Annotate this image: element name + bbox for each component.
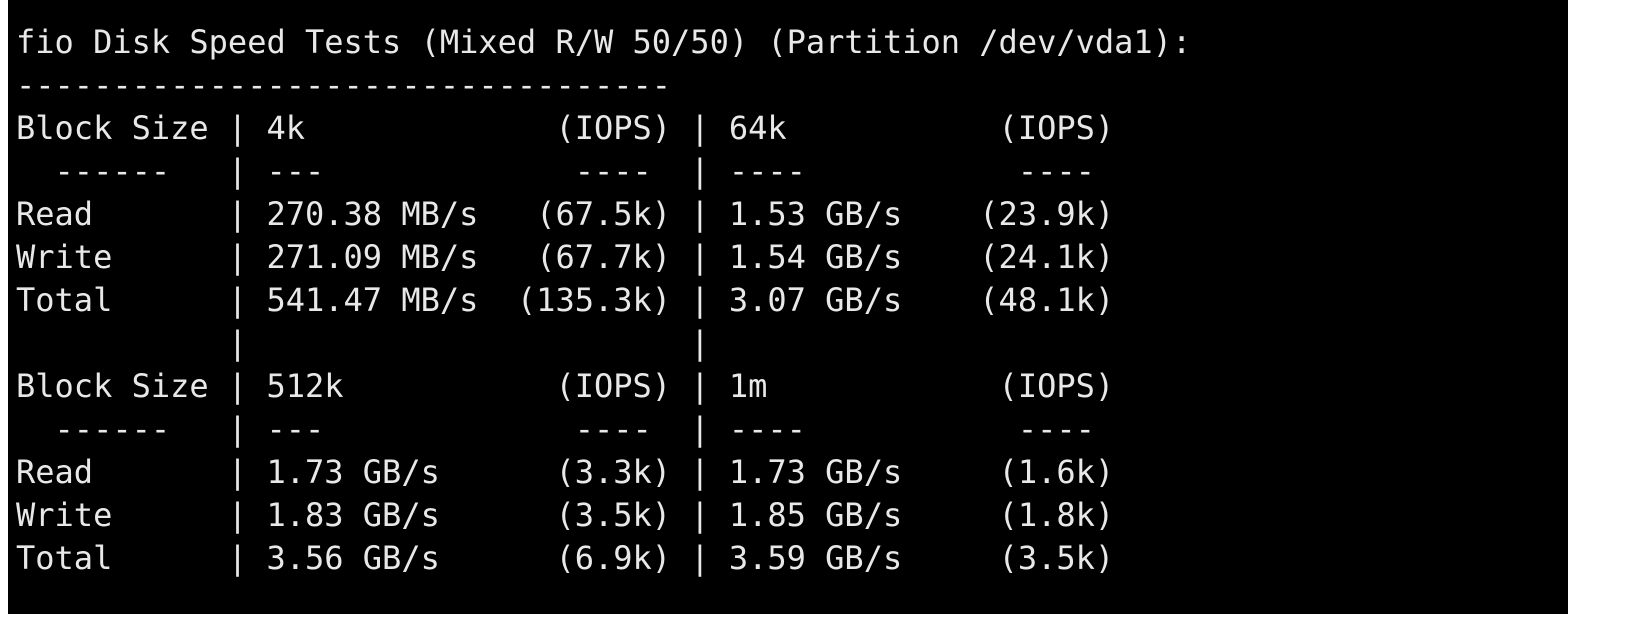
header-block-size: 4k: [266, 109, 305, 147]
column-separator: |: [690, 453, 710, 491]
column-separator: |: [690, 109, 710, 147]
iops: (23.9k): [979, 195, 1115, 233]
row-label: Write: [16, 496, 113, 534]
rule: ----------------------------------: [16, 66, 672, 104]
speed: 3.59 GB/s: [728, 539, 903, 577]
header-block-size: 64k: [728, 109, 787, 147]
divider: ----: [1017, 152, 1095, 190]
divider: ----: [574, 152, 652, 190]
column-separator: |: [690, 410, 710, 448]
column-separator: |: [227, 281, 248, 319]
speed: 1.83 GB/s: [266, 496, 440, 534]
header-block-size: 1m: [728, 367, 768, 405]
column-separator: |: [227, 238, 248, 276]
column-separator: |: [227, 324, 248, 362]
column-separator: |: [227, 152, 248, 190]
speed: 3.07 GB/s: [728, 281, 903, 319]
divider: ------: [54, 410, 171, 448]
speed: 1.53 GB/s: [728, 195, 903, 233]
speed: 271.09 MB/s: [266, 238, 479, 276]
speed: 1.54 GB/s: [728, 238, 903, 276]
column-separator: |: [227, 410, 248, 448]
header-iops: (IOPS): [555, 367, 672, 405]
row-label: Read: [16, 195, 94, 233]
column-separator: |: [227, 195, 248, 233]
column-separator: |: [690, 496, 710, 534]
header-label: Block Size: [16, 367, 209, 405]
iops: (1.8k): [998, 496, 1115, 534]
divider: ----: [728, 152, 806, 190]
column-separator: |: [690, 152, 710, 190]
iops: (48.1k): [979, 281, 1115, 319]
column-separator: |: [227, 367, 248, 405]
header-iops: (IOPS): [555, 109, 672, 147]
speed: 3.56 GB/s: [266, 539, 440, 577]
iops: (135.3k): [516, 281, 672, 319]
iops: (6.9k): [555, 539, 672, 577]
column-separator: |: [690, 281, 710, 319]
column-separator: |: [690, 238, 710, 276]
row-label: Total: [16, 539, 113, 577]
divider: ----: [574, 410, 652, 448]
divider: ----: [1017, 410, 1095, 448]
column-separator: |: [690, 539, 710, 577]
column-separator: |: [227, 496, 248, 534]
column-separator: |: [227, 539, 248, 577]
iops: (3.5k): [998, 539, 1115, 577]
header-iops: (IOPS): [998, 109, 1115, 147]
header-label: Block Size: [16, 109, 209, 147]
iops: (24.1k): [979, 238, 1115, 276]
column-separator: |: [690, 367, 710, 405]
terminal: fio Disk Speed Tests (Mixed R/W 50/50) (…: [8, 0, 1568, 614]
iops: (67.7k): [536, 238, 672, 276]
row-label: Read: [16, 453, 94, 491]
speed: 1.73 GB/s: [728, 453, 903, 491]
header-block-size: 512k: [266, 367, 344, 405]
column-separator: |: [690, 324, 710, 362]
row-label: Total: [16, 281, 113, 319]
header-iops: (IOPS): [998, 367, 1115, 405]
column-separator: |: [690, 195, 710, 233]
speed: 541.47 MB/s: [266, 281, 479, 319]
iops: (67.5k): [536, 195, 672, 233]
divider: ---: [266, 410, 325, 448]
divider: ------: [54, 152, 171, 190]
speed: 1.85 GB/s: [728, 496, 903, 534]
title: fio Disk Speed Tests (Mixed R/W 50/50) (…: [16, 23, 1192, 61]
column-separator: |: [227, 109, 248, 147]
column-separator: |: [227, 453, 248, 491]
iops: (3.3k): [555, 453, 672, 491]
divider: ---: [266, 152, 325, 190]
row-label: Write: [16, 238, 113, 276]
iops: (3.5k): [555, 496, 672, 534]
speed: 1.73 GB/s: [266, 453, 440, 491]
divider: ----: [728, 410, 806, 448]
speed: 270.38 MB/s: [266, 195, 479, 233]
iops: (1.6k): [998, 453, 1115, 491]
